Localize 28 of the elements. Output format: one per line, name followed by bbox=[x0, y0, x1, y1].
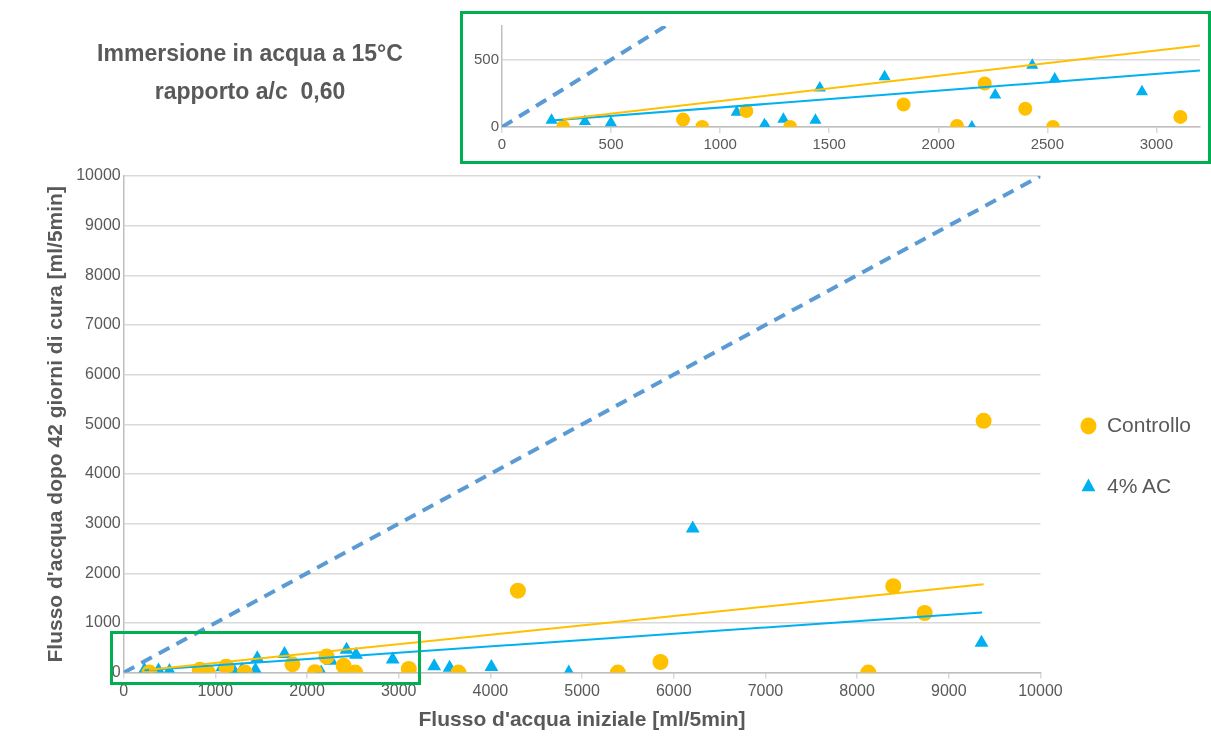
legend-label: Controllo bbox=[1106, 412, 1192, 436]
y-tick-label: 5000 bbox=[85, 414, 121, 432]
chart-title: Immersione in acqua a 15°C bbox=[96, 39, 404, 68]
x-tick-label: 3000 bbox=[1139, 135, 1174, 153]
y-tick-label: 2000 bbox=[85, 563, 121, 581]
y-tick-label: 7000 bbox=[85, 315, 121, 333]
x-tick-label: 7000 bbox=[747, 681, 784, 699]
legend-label: 4% AC bbox=[1106, 473, 1172, 497]
y-tick-label: 10000 bbox=[76, 166, 121, 184]
x-tick-label: 2000 bbox=[921, 135, 955, 153]
y-tick-label: 9000 bbox=[85, 216, 121, 234]
x-tick-label: 1500 bbox=[812, 135, 846, 153]
y-axis-title: Flusso d'acqua dopo 42 giorni di cura [ml/5min] bbox=[43, 186, 67, 663]
y-tick-label: 4000 bbox=[85, 464, 121, 482]
x-axis-title: Flusso d'acqua iniziale [ml/5min] bbox=[418, 707, 746, 731]
y-tick-label: 1000 bbox=[85, 613, 121, 631]
y-tick-label: 6000 bbox=[85, 365, 121, 383]
x-tick-label: 2500 bbox=[1030, 135, 1065, 153]
x-tick-label: 9000 bbox=[930, 681, 967, 699]
x-tick-label: 5000 bbox=[564, 681, 600, 699]
y-tick-label: 3000 bbox=[85, 514, 121, 532]
x-tick-label: 8000 bbox=[839, 681, 875, 699]
chart-subtitle: rapporto a/c 0,60 bbox=[153, 77, 347, 106]
x-tick-label: 1000 bbox=[703, 135, 737, 153]
x-tick-label: 10000 bbox=[1018, 681, 1063, 699]
x-tick-label: 6000 bbox=[655, 681, 692, 699]
y-tick-label: 8000 bbox=[85, 265, 121, 283]
x-tick-label: 500 bbox=[598, 135, 624, 153]
